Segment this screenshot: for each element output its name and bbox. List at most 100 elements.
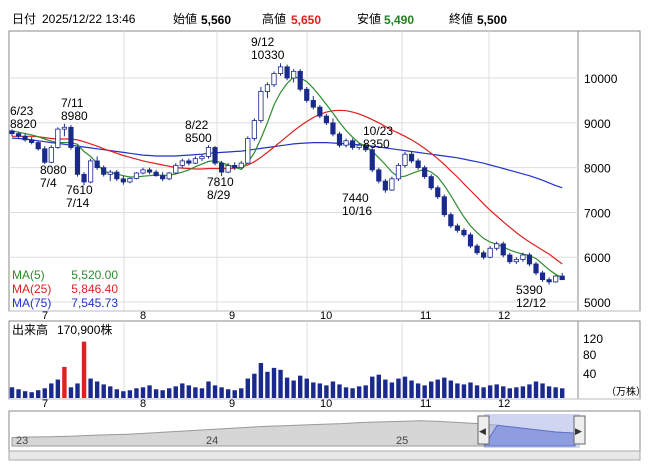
candle-body xyxy=(428,176,434,189)
left-arrow-icon[interactable]: ◀ xyxy=(479,426,486,436)
candle-body xyxy=(546,279,552,283)
month-label: 10 xyxy=(320,398,332,410)
navigator-right-handle[interactable]: ▶ xyxy=(573,415,586,445)
volume-bar xyxy=(527,384,532,398)
candle-body xyxy=(389,178,395,191)
candle-body xyxy=(179,160,185,166)
candle-body xyxy=(199,156,205,160)
volume-bar xyxy=(389,382,395,398)
volume-bar xyxy=(324,385,329,398)
candle-body xyxy=(9,130,15,134)
volume-bar xyxy=(121,391,126,398)
candle-body xyxy=(186,160,192,164)
navigator-scrollbar[interactable] xyxy=(8,450,641,461)
candle-body xyxy=(88,160,94,183)
navigator-right-handle-box[interactable] xyxy=(573,415,586,445)
candle-body xyxy=(520,254,526,260)
volume-bar xyxy=(75,383,80,398)
annotation-label: 5390 xyxy=(516,283,543,297)
candle-body xyxy=(133,172,140,179)
navigator-label-23: 23 xyxy=(16,435,28,447)
candle-body xyxy=(402,153,408,166)
candle-body xyxy=(553,275,559,283)
month-label: 7 xyxy=(42,398,48,410)
candle-body xyxy=(369,149,375,171)
candle-body xyxy=(448,214,454,227)
price-tick-label: 7000 xyxy=(584,206,611,220)
candle-body xyxy=(513,259,519,263)
candle-body xyxy=(395,164,402,180)
candle-body xyxy=(349,140,356,148)
candle-body xyxy=(127,177,133,183)
candle-body xyxy=(494,243,500,249)
open-label: 始値 xyxy=(173,11,197,26)
volume-bar xyxy=(304,378,309,398)
right-arrow-icon[interactable]: ▶ xyxy=(575,426,582,436)
volume-header: 出来高 170,900株 xyxy=(12,322,112,337)
candle-body xyxy=(114,171,120,180)
candle-body xyxy=(487,247,493,258)
volume-bar xyxy=(402,376,408,398)
ma75-legend-value: 7,545.73 xyxy=(71,296,118,310)
candle-body xyxy=(232,164,238,169)
volume-bar xyxy=(62,366,67,398)
candle-body xyxy=(258,91,264,122)
ma-legend: MA(5) 5,520.00 MA(25) 5,846.40 MA(75) 7,… xyxy=(12,268,118,310)
volume-bar xyxy=(461,384,467,398)
volume-bar xyxy=(343,387,349,398)
candle-body xyxy=(271,73,277,86)
volume-label: 出来高 xyxy=(12,322,48,337)
navigator-left-handle-box[interactable] xyxy=(477,415,490,445)
price-tick-label: 9000 xyxy=(584,117,611,131)
open-value: 5,560 xyxy=(201,13,231,27)
candle-body xyxy=(304,88,310,101)
volume-bar xyxy=(298,375,303,398)
volume-bar xyxy=(186,385,192,398)
annotation-label: 12/12 xyxy=(516,296,546,310)
month-label: 8 xyxy=(140,310,146,322)
volume-bar xyxy=(533,381,539,398)
annotation-label: 7/14 xyxy=(66,196,90,210)
volume-bar xyxy=(317,383,323,398)
volume-bar xyxy=(356,386,362,398)
volume-bar xyxy=(501,386,506,398)
volume-bar xyxy=(114,389,119,398)
volume-bar xyxy=(435,379,440,398)
volume-bar xyxy=(36,390,41,398)
navigator-left-handle[interactable]: ◀ xyxy=(477,415,490,445)
month-axis-price: 7 8 9 10 11 12 xyxy=(9,310,640,322)
candle-body xyxy=(507,254,513,263)
volume-bars xyxy=(9,341,565,398)
volume-bar xyxy=(560,388,565,398)
volume-unit: （万株） xyxy=(606,385,646,398)
candle-body xyxy=(15,133,22,137)
low-label: 安値 xyxy=(357,11,381,26)
candle-body xyxy=(101,167,107,175)
candle-body xyxy=(140,169,146,174)
volume-bar xyxy=(540,383,545,398)
candle-body xyxy=(363,144,369,151)
candle-body xyxy=(461,229,467,236)
candle-body xyxy=(146,169,153,173)
volume-bar xyxy=(239,388,244,398)
candle-body xyxy=(336,133,343,146)
candle-body xyxy=(277,66,284,74)
candle-body xyxy=(422,167,428,177)
high-label: 高値 xyxy=(262,11,286,26)
candle-body xyxy=(376,169,382,182)
volume-bar xyxy=(16,389,21,398)
volume-bar xyxy=(55,379,61,398)
volume-bar xyxy=(232,390,237,398)
price-tick-label: 10000 xyxy=(584,72,618,86)
low-value: 5,490 xyxy=(384,13,414,27)
candle-body xyxy=(533,263,539,274)
volume-bar xyxy=(140,387,146,398)
candle-body xyxy=(160,175,166,180)
volume-bar xyxy=(370,376,375,398)
volume-bar xyxy=(94,381,100,398)
header-bar: 日付 2025/12/22 13:46 始値 5,560 高値 5,650 安値… xyxy=(12,11,507,27)
annotation-label: 10330 xyxy=(251,48,285,62)
price-tick-label: 5000 xyxy=(584,296,611,310)
volume-bar xyxy=(252,373,257,398)
annotation-label: 8500 xyxy=(185,131,212,145)
